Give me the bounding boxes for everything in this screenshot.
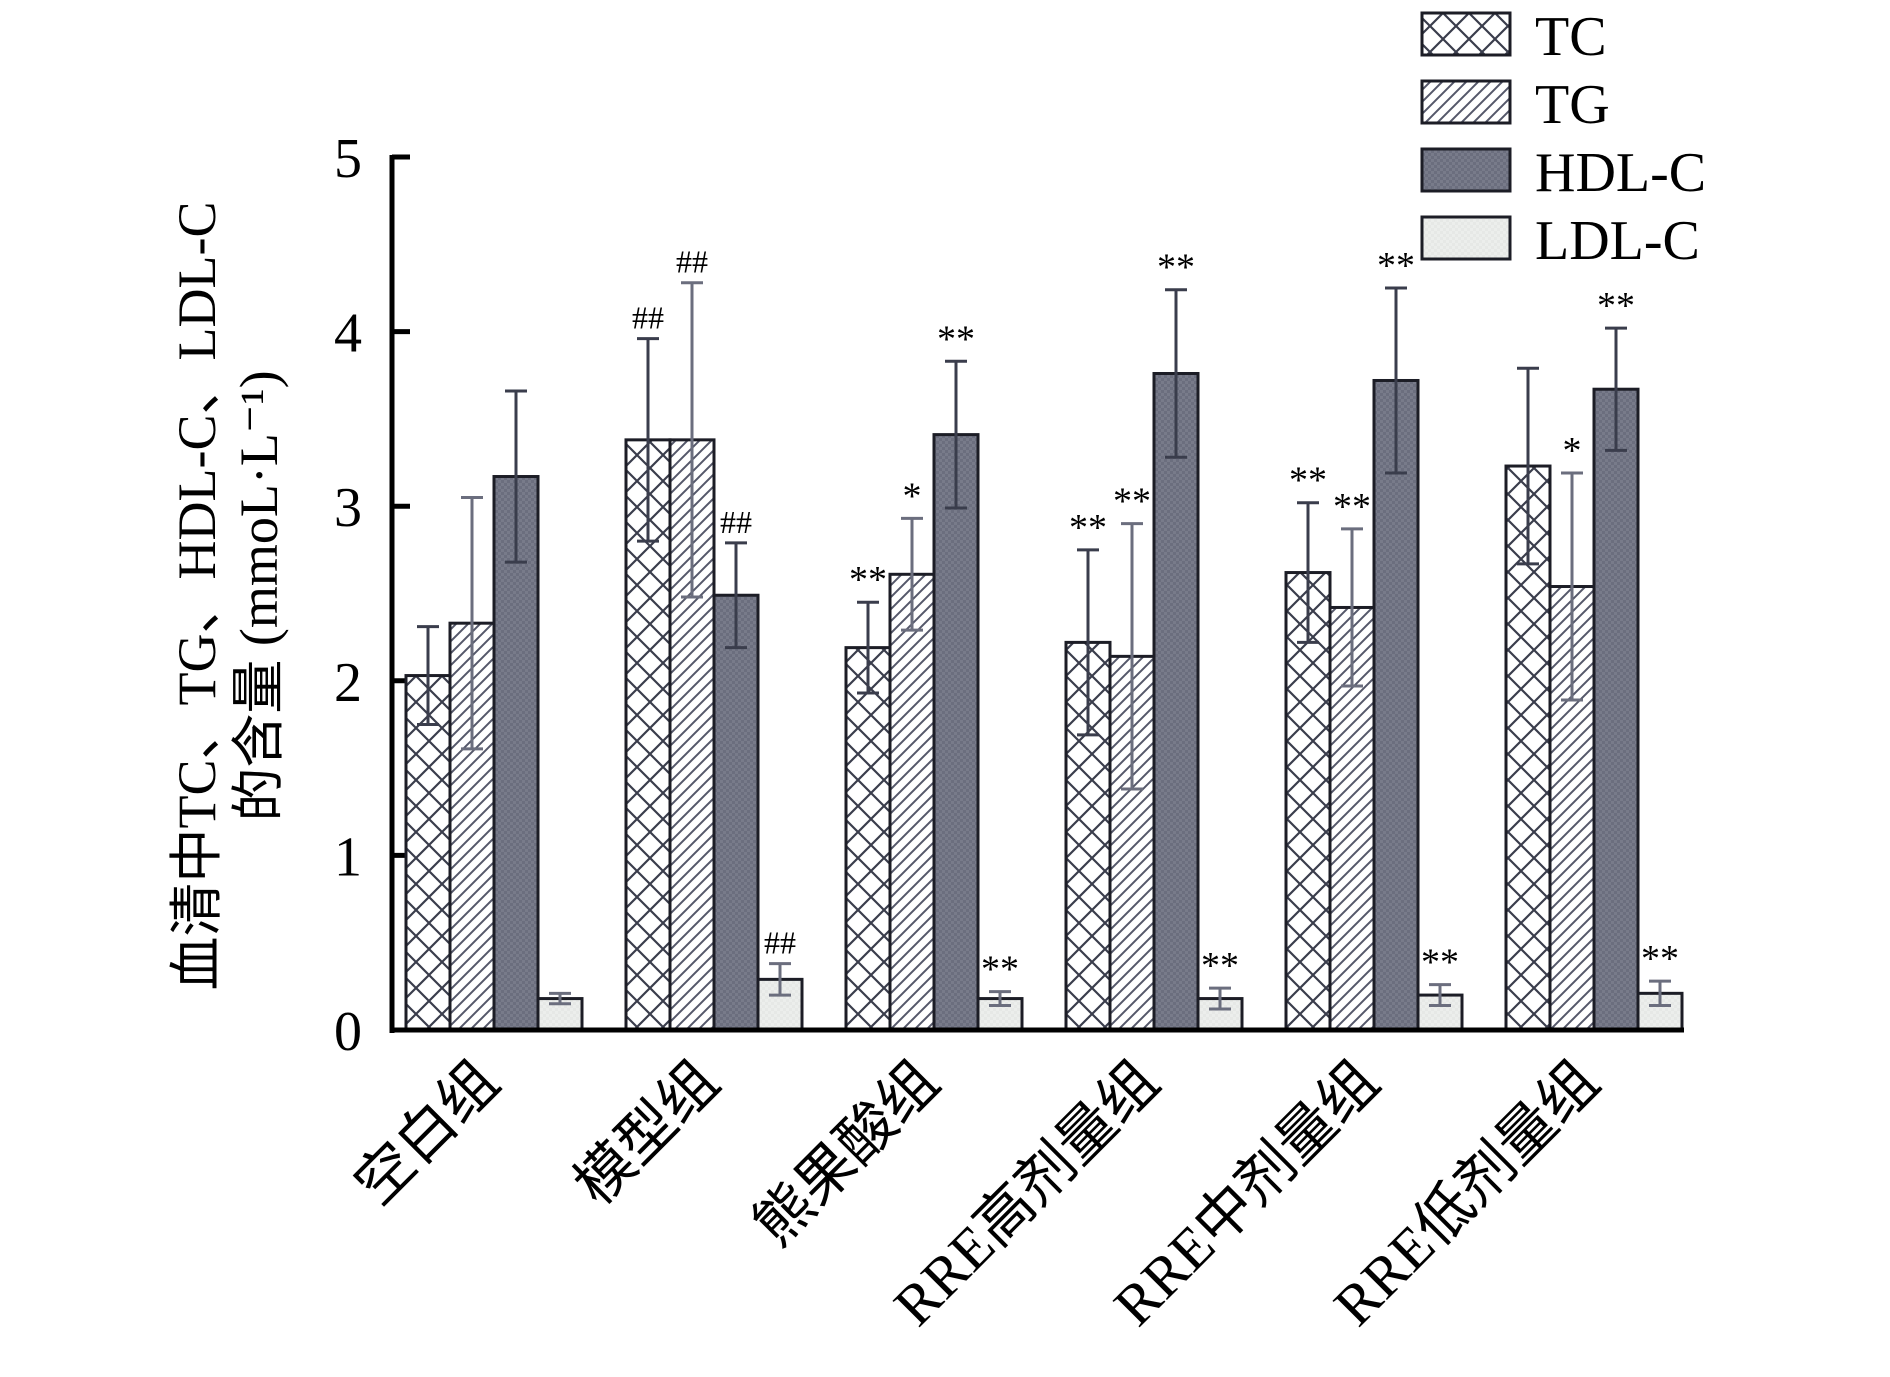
significance-mark: ## bbox=[720, 504, 752, 540]
bar-hdl-c-3 bbox=[1152, 372, 1200, 1032]
significance-mark: ** bbox=[1201, 945, 1239, 987]
significance-mark: ** bbox=[1333, 486, 1371, 528]
significance-mark: * bbox=[1563, 430, 1582, 472]
y-tick-label: 0 bbox=[334, 1001, 362, 1063]
bars bbox=[404, 372, 1684, 1032]
x-tick-label: 熊果酸组 bbox=[741, 1048, 951, 1258]
y-tick-label: 2 bbox=[334, 652, 362, 714]
significance-mark: ** bbox=[1289, 460, 1327, 502]
y-tick-label: 4 bbox=[334, 303, 362, 365]
significance-mark: ** bbox=[981, 949, 1019, 991]
bar-tc-0 bbox=[404, 674, 452, 1032]
legend-swatch-hdl-c bbox=[1420, 147, 1512, 193]
legend-label-tc: TC bbox=[1535, 6, 1607, 68]
legend-swatch-tg bbox=[1420, 79, 1512, 125]
y-axis-title: 血清中TC、TG、HDL-C、LDL-C 的含量 (mmoL·L⁻¹) bbox=[167, 202, 289, 991]
significance-mark: ## bbox=[764, 925, 796, 961]
significance-mark: ** bbox=[1377, 245, 1415, 287]
x-tick-label: 模型组 bbox=[562, 1048, 731, 1217]
y-axis-title-line1: 血清中TC、TG、HDL-C、LDL-C bbox=[167, 202, 227, 991]
y-tick-label: 5 bbox=[334, 128, 362, 190]
legend-swatch-ldl-c bbox=[1420, 215, 1512, 261]
significance-mark: ** bbox=[1641, 938, 1679, 980]
legend-label-ldl-c: LDL-C bbox=[1535, 210, 1700, 272]
significance-annotations: ########**************************** bbox=[632, 244, 1679, 991]
significance-mark: ** bbox=[1157, 247, 1195, 289]
y-tick-label: 1 bbox=[334, 826, 362, 888]
x-tick-label: 空白组 bbox=[342, 1048, 511, 1217]
significance-mark: * bbox=[903, 475, 922, 517]
significance-mark: ** bbox=[1069, 507, 1107, 549]
significance-mark: ## bbox=[632, 300, 664, 336]
bar-hdl-c-1 bbox=[712, 593, 760, 1032]
legend-label-hdl-c: HDL-C bbox=[1535, 142, 1706, 204]
error-bars bbox=[417, 281, 1671, 1011]
bar-hdl-c-4 bbox=[1372, 378, 1420, 1032]
legend-label-tg: TG bbox=[1535, 74, 1610, 136]
legend-swatch-tc bbox=[1420, 11, 1512, 57]
significance-mark: ## bbox=[676, 244, 708, 280]
significance-mark: ** bbox=[1421, 942, 1459, 984]
significance-mark: ** bbox=[1113, 481, 1151, 523]
significance-mark: ** bbox=[1597, 285, 1635, 327]
axes bbox=[389, 155, 1684, 1033]
significance-mark: ** bbox=[849, 559, 887, 601]
bar-hdl-c-0 bbox=[492, 475, 540, 1032]
bar-hdl-c-5 bbox=[1592, 387, 1640, 1032]
y-axis: 0 1 2 3 4 5 bbox=[334, 128, 410, 1063]
significance-mark: ** bbox=[937, 318, 975, 360]
bar-hdl-c-2 bbox=[932, 433, 980, 1032]
bar-tc-2 bbox=[844, 646, 892, 1032]
y-axis-title-line2: 的含量 (mmoL·L⁻¹) bbox=[229, 370, 289, 821]
bar-tg-2 bbox=[888, 572, 936, 1032]
y-tick-label: 3 bbox=[334, 477, 362, 539]
